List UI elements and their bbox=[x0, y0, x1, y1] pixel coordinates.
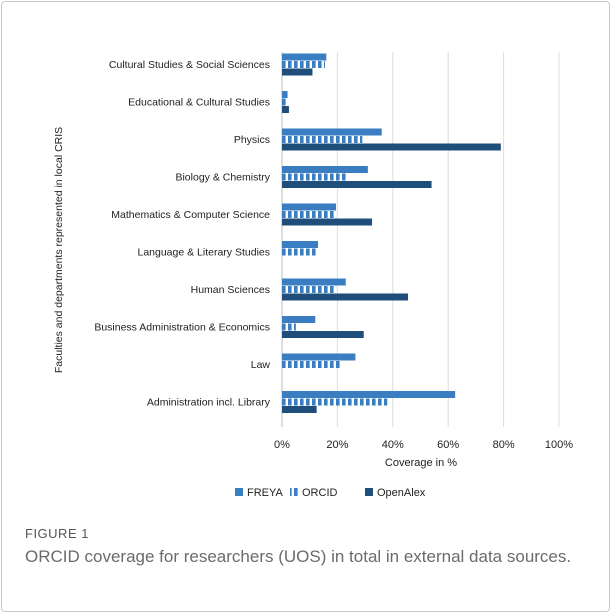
bar-openalex bbox=[282, 68, 313, 76]
category-label: Physics bbox=[234, 134, 270, 146]
bar-freya bbox=[282, 316, 316, 323]
category-label: Cultural Studies & Social Sciences bbox=[109, 59, 270, 71]
bar-freya bbox=[282, 241, 319, 248]
bar-orcid bbox=[282, 211, 337, 218]
legend: FREYA ORCID OpenAlex bbox=[235, 487, 426, 499]
category-label: Administration incl. Library bbox=[147, 396, 271, 408]
category-label: Language & Literary Studies bbox=[137, 246, 270, 258]
grid-lines bbox=[281, 52, 560, 427]
bar-freya bbox=[282, 391, 456, 398]
bar-freya bbox=[282, 278, 346, 286]
category-label: Law bbox=[251, 359, 271, 371]
bar-orcid bbox=[282, 323, 296, 331]
category-label: Educational & Cultural Studies bbox=[128, 96, 270, 108]
x-tick-label: 20% bbox=[326, 439, 348, 451]
figure-label: FIGURE 1 bbox=[25, 526, 89, 541]
bar-freya bbox=[282, 91, 288, 98]
legend-label: FREYA bbox=[247, 487, 284, 499]
legend-label: ORCID bbox=[302, 487, 338, 499]
category-label: Business Administration & Economics bbox=[94, 321, 270, 333]
bar-orcid bbox=[282, 286, 337, 293]
bar-freya bbox=[282, 203, 337, 211]
bar-openalex bbox=[282, 293, 409, 301]
bar-freya bbox=[282, 166, 368, 173]
bar-orcid bbox=[282, 398, 388, 406]
bar-orcid bbox=[282, 98, 288, 106]
category-label: Human Sciences bbox=[191, 284, 270, 296]
legend-swatch bbox=[235, 488, 243, 496]
bar-openalex bbox=[282, 218, 373, 226]
bar-orcid bbox=[282, 361, 342, 368]
category-label: Biology & Chemistry bbox=[175, 171, 270, 183]
figure-caption: ORCID coverage for researchers (UOS) in … bbox=[25, 547, 572, 566]
legend-swatch bbox=[290, 488, 298, 496]
bar-freya bbox=[282, 353, 356, 361]
x-tick-label: 60% bbox=[437, 439, 459, 451]
y-axis-title: Faculties and departments represented in… bbox=[53, 127, 65, 373]
bar-orcid bbox=[282, 248, 319, 256]
bar-openalex bbox=[282, 406, 317, 413]
bar-orcid bbox=[282, 61, 325, 68]
x-tick-label: 0% bbox=[274, 439, 290, 451]
bar-openalex bbox=[282, 331, 364, 338]
category-labels: Cultural Studies & Social Sciences Educat… bbox=[94, 59, 270, 409]
bar-orcid bbox=[282, 136, 363, 143]
x-tick-label: 40% bbox=[382, 439, 404, 451]
bar-openalex bbox=[282, 106, 289, 113]
x-tick-label: 80% bbox=[493, 439, 515, 451]
bar-chart: Cultural Studies & Social Sciences Educat… bbox=[53, 52, 573, 499]
bar-freya bbox=[282, 53, 327, 61]
bar-freya bbox=[282, 128, 382, 136]
x-tick-labels: 0% 20% 40% 60% 80% 100% bbox=[274, 439, 573, 451]
bar-openalex bbox=[282, 143, 501, 151]
x-axis-title: Coverage in % bbox=[385, 457, 457, 469]
bar-orcid bbox=[282, 173, 346, 181]
category-label: Mathematics & Computer Science bbox=[111, 209, 270, 221]
legend-label: OpenAlex bbox=[377, 487, 426, 499]
bar-openalex bbox=[282, 181, 432, 188]
bars bbox=[282, 53, 501, 413]
legend-swatch bbox=[365, 488, 373, 496]
x-tick-label: 100% bbox=[545, 439, 573, 451]
